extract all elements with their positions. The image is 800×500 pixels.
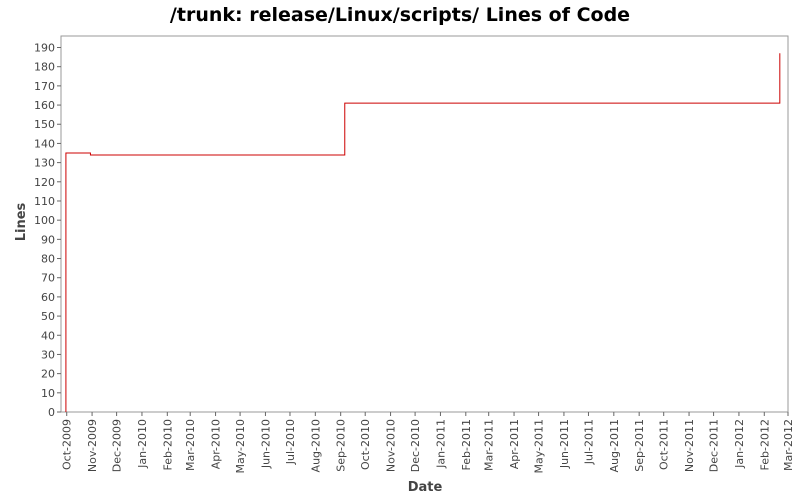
y-tick-label: 130 <box>34 157 55 170</box>
x-tick-label: Sep-2011 <box>633 419 646 472</box>
y-tick-label: 170 <box>34 80 55 93</box>
y-tick-label: 30 <box>41 348 55 361</box>
y-tick-label: 100 <box>34 214 55 227</box>
x-tick-label: Jul-2010 <box>284 419 297 465</box>
y-tick-label: 90 <box>41 233 55 246</box>
x-tick-label: Oct-2011 <box>658 419 671 470</box>
y-tick-label: 0 <box>48 406 55 419</box>
x-tick-label: Apr-2010 <box>210 419 223 469</box>
x-tick-label: Mar-2010 <box>184 419 197 471</box>
x-tick-label: Dec-2011 <box>708 419 721 472</box>
y-tick-label: 20 <box>41 368 55 381</box>
x-tick-label: Sep-2010 <box>335 419 348 472</box>
y-tick-label: 180 <box>34 61 55 74</box>
y-tick-label: 40 <box>41 329 55 342</box>
x-tick-label: Nov-2010 <box>385 419 398 472</box>
x-tick-label: Jul-2011 <box>582 419 595 465</box>
x-axis-label: Date <box>408 480 443 495</box>
y-tick-label: 190 <box>34 42 55 55</box>
y-tick-label: 60 <box>41 291 55 304</box>
x-tick-label: Nov-2009 <box>86 419 99 472</box>
y-tick-label: 140 <box>34 137 55 150</box>
x-tick-label: Mar-2012 <box>782 419 795 471</box>
y-tick-label: 150 <box>34 118 55 131</box>
series-line <box>65 53 781 412</box>
x-tick-label: Jun-2011 <box>558 419 571 469</box>
x-tick-label: Aug-2011 <box>608 419 621 472</box>
y-tick-label: 160 <box>34 99 55 112</box>
y-tick-label: 110 <box>34 195 55 208</box>
y-axis: 0 10 20 30 40 50 60 70 80 90 100 110 120 130 140 150 160… <box>34 42 61 419</box>
y-tick-label: 120 <box>34 176 55 189</box>
x-tick-label: Dec-2010 <box>409 419 422 472</box>
x-tick-label: Aug-2010 <box>309 419 322 472</box>
x-tick-label: Mar-2011 <box>483 419 496 471</box>
plot-area <box>60 35 789 413</box>
chart-title: /trunk: release/Linux/scripts/ Lines of … <box>170 4 630 26</box>
x-tick-label: Feb-2011 <box>460 419 473 470</box>
y-tick-label: 80 <box>41 253 55 266</box>
y-tick-label: 50 <box>41 310 55 323</box>
y-axis-label: Lines <box>14 202 29 241</box>
x-tick-label: Jan-2010 <box>136 419 149 469</box>
x-tick-label: Apr-2011 <box>508 419 521 469</box>
x-tick-label: Dec-2009 <box>111 419 124 472</box>
x-tick-label: Jan-2012 <box>733 419 746 469</box>
x-tick-label: Feb-2012 <box>758 419 771 470</box>
x-tick-label: May-2010 <box>234 419 247 474</box>
x-tick-label: Oct-2009 <box>61 419 74 470</box>
y-tick-label: 70 <box>41 272 55 285</box>
x-tick-label: May-2011 <box>533 419 546 474</box>
x-tick-label: Jun-2010 <box>259 419 272 469</box>
y-tick-label: 10 <box>41 387 55 400</box>
x-tick-label: Nov-2011 <box>683 419 696 472</box>
series-layer <box>65 53 781 412</box>
x-tick-label: Oct-2010 <box>359 419 372 470</box>
x-axis: Oct-2009 Nov-2009 Dec-2009 Jan-2010 Feb-2010… <box>61 412 795 474</box>
x-tick-label: Jan-2011 <box>434 419 447 469</box>
x-tick-label: Feb-2010 <box>161 419 174 470</box>
